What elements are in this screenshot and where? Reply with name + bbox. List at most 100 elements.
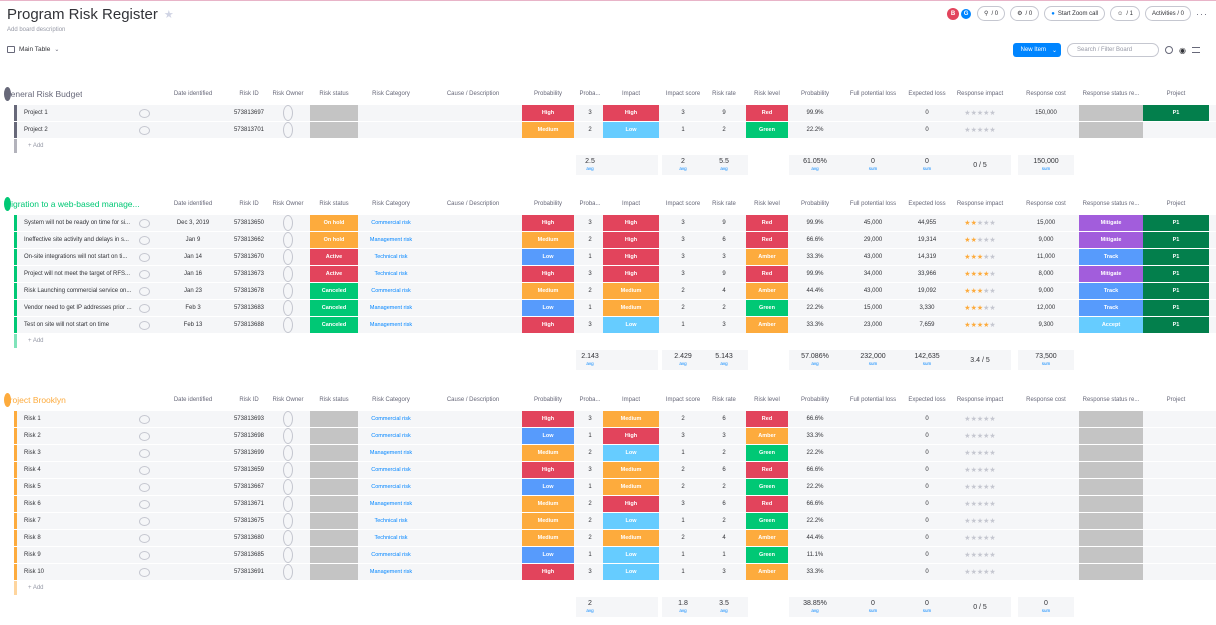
date-cell[interactable] <box>158 496 228 512</box>
table-row[interactable]: Risk 3 573813699 Management risk Medium 2 Low… <box>14 445 1216 462</box>
column-header-risk-status[interactable]: Risk status <box>319 201 349 207</box>
item-name[interactable]: Test on site will not start on time <box>24 322 110 328</box>
add-item-row[interactable]: + Add <box>14 581 1216 595</box>
star-icon[interactable]: ★ <box>964 254 971 261</box>
comment-icon[interactable] <box>139 500 150 509</box>
response-cost-cell[interactable]: 9,300 <box>1038 322 1054 328</box>
column-header-probability[interactable]: Probability <box>533 91 562 97</box>
category-cell[interactable]: Commercial risk <box>371 484 411 490</box>
column-header-proba-num[interactable]: Proba... <box>579 201 601 207</box>
item-name[interactable]: Risk 8 <box>24 535 41 541</box>
impact-cell[interactable]: High <box>603 249 659 265</box>
star-icon[interactable]: ★ <box>983 467 990 474</box>
star-icon[interactable]: ★ <box>989 110 996 117</box>
star-icon[interactable]: ★ <box>983 220 990 227</box>
star-icon[interactable]: ★ <box>976 322 984 329</box>
star-icon[interactable]: ★ <box>970 416 977 423</box>
full-loss-cell[interactable]: 15,000 <box>863 305 883 311</box>
board-description[interactable]: Add board description <box>7 27 66 33</box>
table-row[interactable]: Risk 8 573813680 Technical risk Medium 2 Medi… <box>14 530 1216 547</box>
project-cell[interactable] <box>1143 411 1209 427</box>
impact-cell[interactable]: Low <box>603 547 659 563</box>
column-header-cause[interactable]: Cause / Description <box>446 91 500 97</box>
response-cost-cell[interactable]: 15,000 <box>1036 220 1056 226</box>
full-loss-cell[interactable] <box>845 513 901 529</box>
response-impact-rating[interactable]: ★ ★ ★ ★ ★ <box>952 232 1008 248</box>
star-icon[interactable]: ★ <box>983 518 990 525</box>
comment-icon[interactable] <box>139 568 150 577</box>
probability-cell[interactable]: Low <box>522 547 574 563</box>
response-cost-cell[interactable] <box>1018 496 1074 512</box>
star-icon[interactable]: ★ <box>976 254 984 261</box>
comment-icon[interactable] <box>139 551 150 560</box>
members-button[interactable]: ☺/ 1 <box>1110 6 1140 21</box>
add-item-label[interactable]: + Add <box>28 143 44 149</box>
impact-cell[interactable]: Low <box>603 445 659 461</box>
star-icon[interactable]: ★ <box>976 127 984 134</box>
impact-cell[interactable]: High <box>603 428 659 444</box>
star-icon[interactable]: ★ <box>989 569 996 576</box>
response-cost-cell[interactable] <box>1018 462 1074 478</box>
response-status-cell[interactable]: Track <box>1079 283 1143 299</box>
person-filter-icon[interactable] <box>1165 46 1174 54</box>
star-icon[interactable]: ★ <box>970 220 977 227</box>
star-icon[interactable]: ★ <box>983 305 990 312</box>
star-icon[interactable]: ★ <box>976 433 984 440</box>
collapse-group-icon[interactable] <box>4 393 11 407</box>
column-header-risk-rate[interactable]: Risk rate <box>712 91 736 97</box>
column-header-category[interactable]: Risk Category <box>372 91 410 97</box>
risk-status-cell[interactable] <box>310 513 358 529</box>
owner-avatar-icon[interactable] <box>283 283 293 299</box>
full-loss-cell[interactable] <box>845 428 901 444</box>
integrations-button[interactable]: ⚲/ 0 <box>977 6 1006 21</box>
column-header-impact[interactable]: Impact <box>621 397 640 403</box>
response-status-cell[interactable] <box>1079 564 1143 580</box>
item-name[interactable]: Risk 9 <box>24 552 41 558</box>
full-loss-cell[interactable] <box>845 411 901 427</box>
star-icon[interactable]: ★ <box>970 127 977 134</box>
date-cell[interactable] <box>158 513 228 529</box>
probability-cell[interactable]: High <box>522 105 574 121</box>
star-icon[interactable]: ★ <box>976 416 984 423</box>
project-cell[interactable]: P1 <box>1143 232 1209 248</box>
column-header-risk-status[interactable]: Risk status <box>319 397 349 403</box>
date-cell[interactable] <box>158 411 228 427</box>
star-icon[interactable]: ★ <box>964 110 971 117</box>
impact-cell[interactable]: Low <box>603 564 659 580</box>
owner-avatar-icon[interactable] <box>283 300 293 316</box>
column-header-cause[interactable]: Cause / Description <box>446 397 500 403</box>
star-icon[interactable]: ★ <box>983 127 990 134</box>
response-status-cell[interactable] <box>1079 547 1143 563</box>
response-status-cell[interactable] <box>1079 479 1143 495</box>
item-name[interactable]: Risk 2 <box>24 433 41 439</box>
table-row[interactable]: Project 2 573813701 Medium 2 Low 1 2 Green 22.2%… <box>14 122 1216 139</box>
guest-avatar-icon[interactable]: G <box>960 7 973 20</box>
project-cell[interactable]: P1 <box>1143 317 1209 333</box>
star-icon[interactable]: ★ <box>964 569 971 576</box>
star-icon[interactable]: ★ <box>970 484 977 491</box>
star-icon[interactable]: ★ <box>989 237 996 244</box>
project-cell[interactable] <box>1143 479 1209 495</box>
response-impact-rating[interactable]: ★ ★ ★ ★ ★ <box>952 530 1008 546</box>
response-cost-cell[interactable] <box>1018 411 1074 427</box>
response-status-cell[interactable] <box>1079 530 1143 546</box>
full-loss-cell[interactable]: 45,000 <box>863 220 883 226</box>
column-header-full-loss[interactable]: Full potential loss <box>849 201 897 207</box>
column-header-expected-loss[interactable]: Expected loss <box>908 91 946 97</box>
full-loss-cell[interactable]: 34,000 <box>863 271 883 277</box>
risk-status-cell[interactable]: Canceled <box>310 300 358 316</box>
owner-avatar-icon[interactable] <box>283 232 293 248</box>
star-icon[interactable]: ★ <box>964 484 971 491</box>
item-name[interactable]: Risk 7 <box>24 518 41 524</box>
column-header-response-status[interactable]: Response status re... <box>1082 397 1140 403</box>
star-icon[interactable]: ★ <box>983 552 990 559</box>
table-row[interactable]: Risk 4 573813659 Commercial risk High 3 Mediu… <box>14 462 1216 479</box>
response-status-cell[interactable] <box>1079 122 1143 138</box>
response-status-cell[interactable]: Mitigate <box>1079 232 1143 248</box>
date-cell[interactable] <box>158 564 228 580</box>
full-loss-cell[interactable] <box>845 445 901 461</box>
item-name[interactable]: Risk 3 <box>24 450 41 456</box>
star-icon[interactable]: ★ <box>989 467 996 474</box>
star-icon[interactable]: ★ <box>976 569 984 576</box>
risk-status-cell[interactable] <box>310 428 358 444</box>
